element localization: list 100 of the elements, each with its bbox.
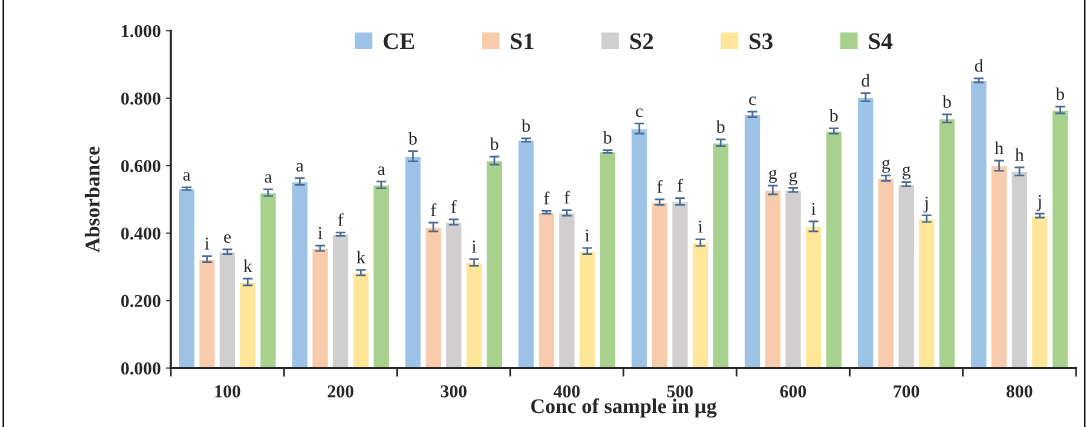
bar — [856, 96, 875, 369]
bar — [917, 217, 936, 369]
bar — [876, 177, 895, 369]
data-label: b — [408, 132, 417, 145]
bar — [743, 113, 762, 369]
bar — [969, 79, 988, 369]
x-tick-label: 200 — [327, 385, 354, 398]
data-label: b — [942, 95, 951, 108]
x-tick-label: 400 — [553, 385, 580, 398]
data-label: a — [183, 172, 191, 181]
x-tick-label: 700 — [893, 385, 920, 398]
bar — [238, 281, 257, 369]
data-label: f — [430, 203, 437, 217]
y-tick-label: 0.200 — [121, 294, 161, 308]
data-label: b — [829, 109, 838, 122]
data-label: f — [677, 178, 684, 192]
y-axis-title: Absorbance — [84, 146, 100, 253]
data-label: g — [902, 166, 911, 180]
data-label: d — [974, 59, 984, 72]
data-label: f — [544, 191, 550, 205]
bar — [177, 187, 196, 369]
bar — [1010, 170, 1029, 369]
y-tick-label: 0.000 — [121, 362, 161, 375]
bar — [598, 150, 617, 369]
bar — [630, 127, 649, 369]
data-label: g — [769, 169, 777, 183]
bar — [424, 226, 443, 369]
bar — [670, 200, 690, 369]
bar — [403, 155, 423, 369]
legend-label: S4 — [869, 33, 893, 50]
x-axis-title: Conc of sample in µg — [531, 398, 717, 418]
bar — [650, 201, 669, 369]
x-tick-label: 800 — [1006, 385, 1033, 398]
bar — [691, 241, 710, 369]
x-tick-label: 100 — [215, 385, 241, 398]
legend-label: CE — [383, 33, 415, 50]
data-label: i — [204, 237, 210, 250]
y-tick-label: 0.600 — [121, 159, 161, 173]
data-label: f — [657, 180, 663, 193]
bar — [578, 250, 597, 369]
data-label: k — [356, 250, 366, 264]
x-tick-label: 300 — [440, 385, 467, 398]
data-label: i — [585, 229, 590, 242]
data-label: k — [243, 259, 253, 273]
y-tick-label: 0.400 — [121, 227, 161, 240]
bar — [557, 212, 576, 369]
bar — [465, 261, 484, 369]
legend-label: S2 — [630, 33, 653, 50]
data-label: b — [716, 120, 725, 133]
bar — [804, 225, 823, 369]
bar — [517, 139, 536, 369]
data-label: f — [451, 199, 457, 213]
data-label: a — [264, 174, 272, 183]
legend-label: S3 — [749, 33, 773, 50]
bar — [1030, 214, 1049, 369]
bar — [218, 251, 237, 369]
data-label: a — [377, 166, 386, 176]
y-tick-label: 1.000 — [121, 25, 161, 38]
bar — [444, 221, 463, 369]
bar — [351, 271, 370, 369]
data-label: j — [923, 196, 928, 213]
bar — [937, 117, 957, 369]
data-label: h — [1015, 148, 1024, 161]
data-label: i — [318, 227, 323, 239]
data-label: f — [338, 213, 344, 226]
bar — [259, 191, 278, 369]
data-label: a — [296, 163, 304, 172]
x-tick-label: 600 — [780, 385, 807, 398]
bar — [311, 247, 330, 369]
bar — [331, 233, 350, 369]
bar — [485, 159, 504, 369]
bar — [372, 184, 391, 369]
data-label: b — [1055, 87, 1065, 101]
data-label: d — [861, 74, 870, 87]
data-label: i — [471, 240, 477, 253]
legend-label: S1 — [510, 33, 534, 50]
data-label: j — [1036, 195, 1041, 211]
data-label: f — [564, 190, 570, 204]
bar — [824, 130, 843, 369]
data-label: g — [789, 172, 798, 186]
data-label: b — [521, 119, 530, 132]
data-label: c — [749, 96, 756, 106]
bar — [290, 180, 309, 369]
bar — [197, 258, 217, 369]
data-label: i — [698, 220, 703, 233]
x-tick-label: 500 — [667, 385, 693, 398]
data-label: e — [224, 234, 231, 243]
bar — [537, 211, 556, 369]
data-label: i — [811, 202, 816, 215]
data-label: c — [635, 108, 643, 118]
bar — [897, 183, 916, 369]
y-tick-label: 0.800 — [121, 92, 161, 105]
data-label: g — [882, 159, 891, 173]
data-label: b — [603, 131, 612, 144]
bar — [1051, 109, 1070, 369]
bar — [990, 164, 1009, 369]
data-label: b — [489, 137, 499, 151]
bar — [711, 142, 730, 369]
data-label: h — [994, 141, 1004, 154]
bar — [784, 189, 803, 369]
